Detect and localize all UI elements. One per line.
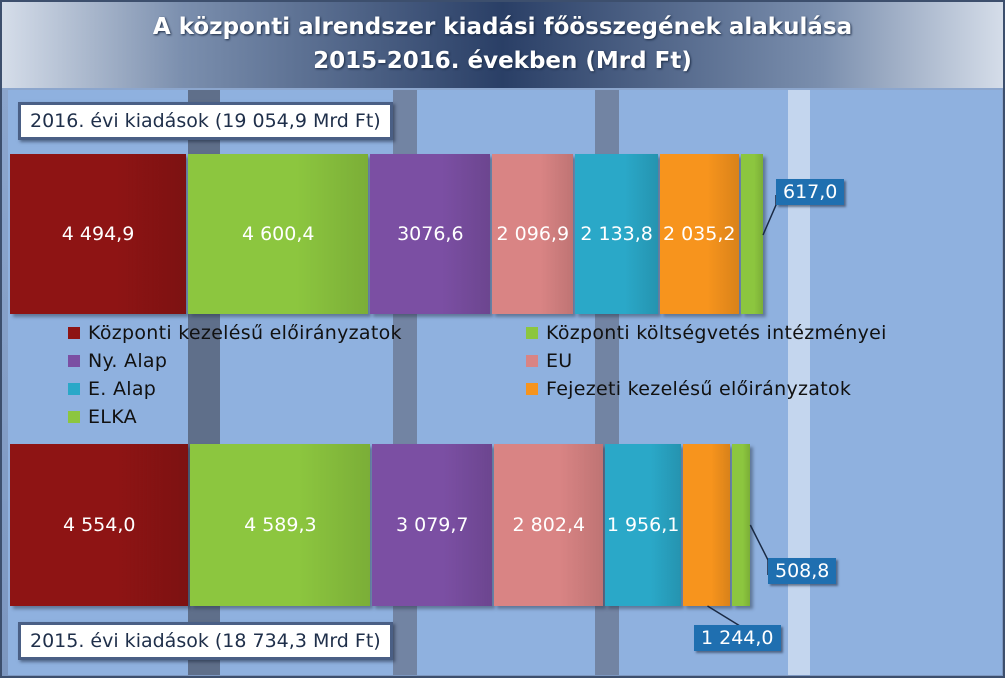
data-label: 2 133,8	[580, 223, 653, 245]
legend-label: Ny. Alap	[88, 350, 168, 372]
data-label: 1 956,1	[606, 514, 680, 536]
legend-item: ELKA	[68, 406, 137, 428]
background-stripe	[788, 90, 810, 675]
legend-swatch	[68, 411, 80, 423]
total-2015-label: 2015. évi kiadások (18 734,3 Mrd Ft)	[18, 622, 393, 660]
seg-e-alap-2016: 2 133,8	[575, 154, 658, 314]
data-label: 4 554,0	[62, 514, 136, 536]
legend-swatch	[68, 327, 80, 339]
total-2016-label: 2016. évi kiadások (19 054,9 Mrd Ft)	[18, 102, 393, 140]
chart-title-line2: 2015-2016. években (Mrd Ft)	[313, 48, 692, 74]
legend-label: Központi költségvetés intézményei	[546, 322, 887, 344]
data-label: 4 589,3	[244, 514, 317, 536]
data-label: 4 494,9	[61, 223, 135, 245]
legend-swatch	[68, 383, 80, 395]
legend: Központi kezelésű előirányzatok Központi …	[68, 322, 948, 434]
title-bar: A központi alrendszer kiadási főösszegén…	[2, 2, 1003, 88]
seg-kozponti-kezelesu-2016: 4 494,9	[10, 154, 187, 314]
legend-item: E. Alap	[68, 378, 156, 400]
seg-e-alap-2015: 1 956,1	[605, 444, 681, 606]
legend-item: EU	[526, 350, 573, 372]
seg-eu-2016: 2 096,9	[492, 154, 574, 314]
legend-label: Fejezeti kezelésű előirányzatok	[546, 378, 852, 400]
data-label: 2 096,9	[496, 223, 570, 245]
chart-title-line1: A központi alrendszer kiadási főösszegén…	[152, 14, 853, 40]
legend-label: ELKA	[88, 406, 137, 428]
legend-swatch	[526, 355, 538, 367]
data-label: 2 035,2	[662, 223, 736, 245]
legend-label: E. Alap	[88, 378, 157, 400]
seg-elka-2015	[732, 444, 751, 606]
legend-label: EU	[546, 350, 573, 372]
data-label: 4 600,4	[241, 223, 315, 245]
seg-ny-alap-2015: 3 079,7	[372, 444, 493, 606]
legend-swatch	[68, 355, 80, 367]
callout-elka-2015: 508,8	[768, 558, 837, 584]
seg-ny-alap-2016: 3076,6	[370, 154, 491, 314]
callout-fejezeti-2015: 1 244,0	[694, 625, 781, 651]
legend-swatch	[526, 327, 538, 339]
seg-fejezeti-2015	[682, 444, 731, 606]
legend-item: Központi költségvetés intézményei	[526, 322, 887, 344]
legend-swatch	[526, 383, 538, 395]
data-label: 2 802,4	[512, 514, 586, 536]
seg-fejezeti-2016: 2 035,2	[659, 154, 739, 314]
data-label: 3 079,7	[396, 514, 469, 536]
legend-item: Központi kezelésű előirányzatok	[68, 322, 402, 344]
legend-item: Fejezeti kezelésű előirányzatok	[526, 378, 851, 400]
seg-kozponti-koltsegvetes-2015: 4 589,3	[190, 444, 371, 606]
legend-item: Ny. Alap	[68, 350, 167, 372]
seg-eu-2015: 2 802,4	[494, 444, 604, 606]
callout-elka-2016: 617,0	[776, 179, 845, 205]
seg-kozponti-kezelesu-2015: 4 554,0	[10, 444, 189, 606]
legend-label: Központi kezelésű előirányzatok	[88, 322, 402, 344]
seg-kozponti-koltsegvetes-2016: 4 600,4	[188, 154, 369, 314]
seg-elka-2016	[740, 154, 763, 314]
data-label: 3076,6	[397, 223, 464, 245]
